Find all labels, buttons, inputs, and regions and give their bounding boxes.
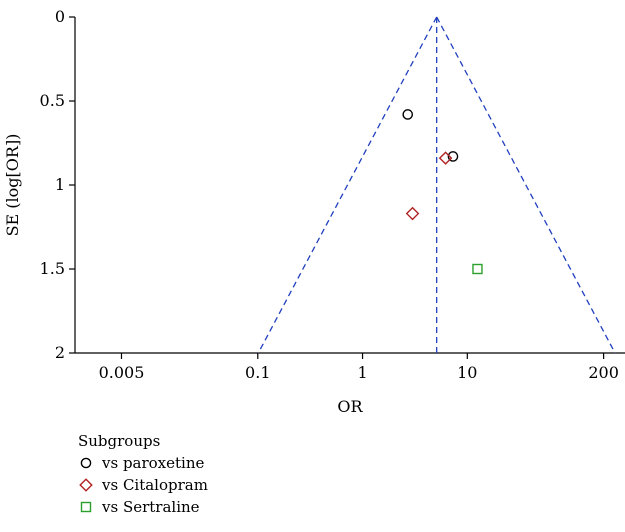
legend-label: vs paroxetine — [101, 454, 205, 472]
data-point-square — [472, 263, 483, 275]
legend-marker-circle — [80, 457, 92, 469]
y-axis-title: SE (log[OR]) — [3, 134, 22, 237]
legend-marker-diamond — [79, 478, 93, 492]
y-tick-label: 2 — [55, 343, 65, 362]
legend-title: Subgroups — [78, 432, 160, 450]
y-tick-label: 0 — [55, 7, 65, 26]
legend-label: vs Sertraline — [101, 498, 200, 516]
data-point-diamond — [438, 151, 453, 165]
funnel-left-limit — [257, 16, 438, 354]
y-tick-label: 1 — [55, 175, 65, 194]
x-axis-title: OR — [337, 397, 363, 416]
axes: 0 0.5 1 1.5 2 0.005 0.1 1 10 200 — [40, 7, 625, 382]
data-points — [402, 109, 483, 275]
data-point-circle — [447, 151, 459, 162]
funnel-lines — [257, 16, 616, 354]
x-tick-label: 1 — [357, 363, 367, 382]
x-tick-label: 0.005 — [99, 363, 145, 382]
x-tick-label: 10 — [457, 363, 477, 382]
legend-label: vs Citalopram — [101, 476, 208, 494]
y-tick-label: 0.5 — [40, 91, 65, 110]
data-point-diamond — [405, 206, 420, 221]
data-point-circle — [402, 109, 414, 120]
x-tick-label: 200 — [588, 363, 619, 382]
y-tick-label: 1.5 — [40, 259, 65, 278]
legend-marker-square — [80, 501, 92, 513]
funnel-right-limit — [436, 16, 616, 354]
x-tick-label: 0.1 — [245, 363, 270, 382]
legend: Subgroups vs paroxetine vs Citalopram vs S… — [78, 432, 208, 516]
